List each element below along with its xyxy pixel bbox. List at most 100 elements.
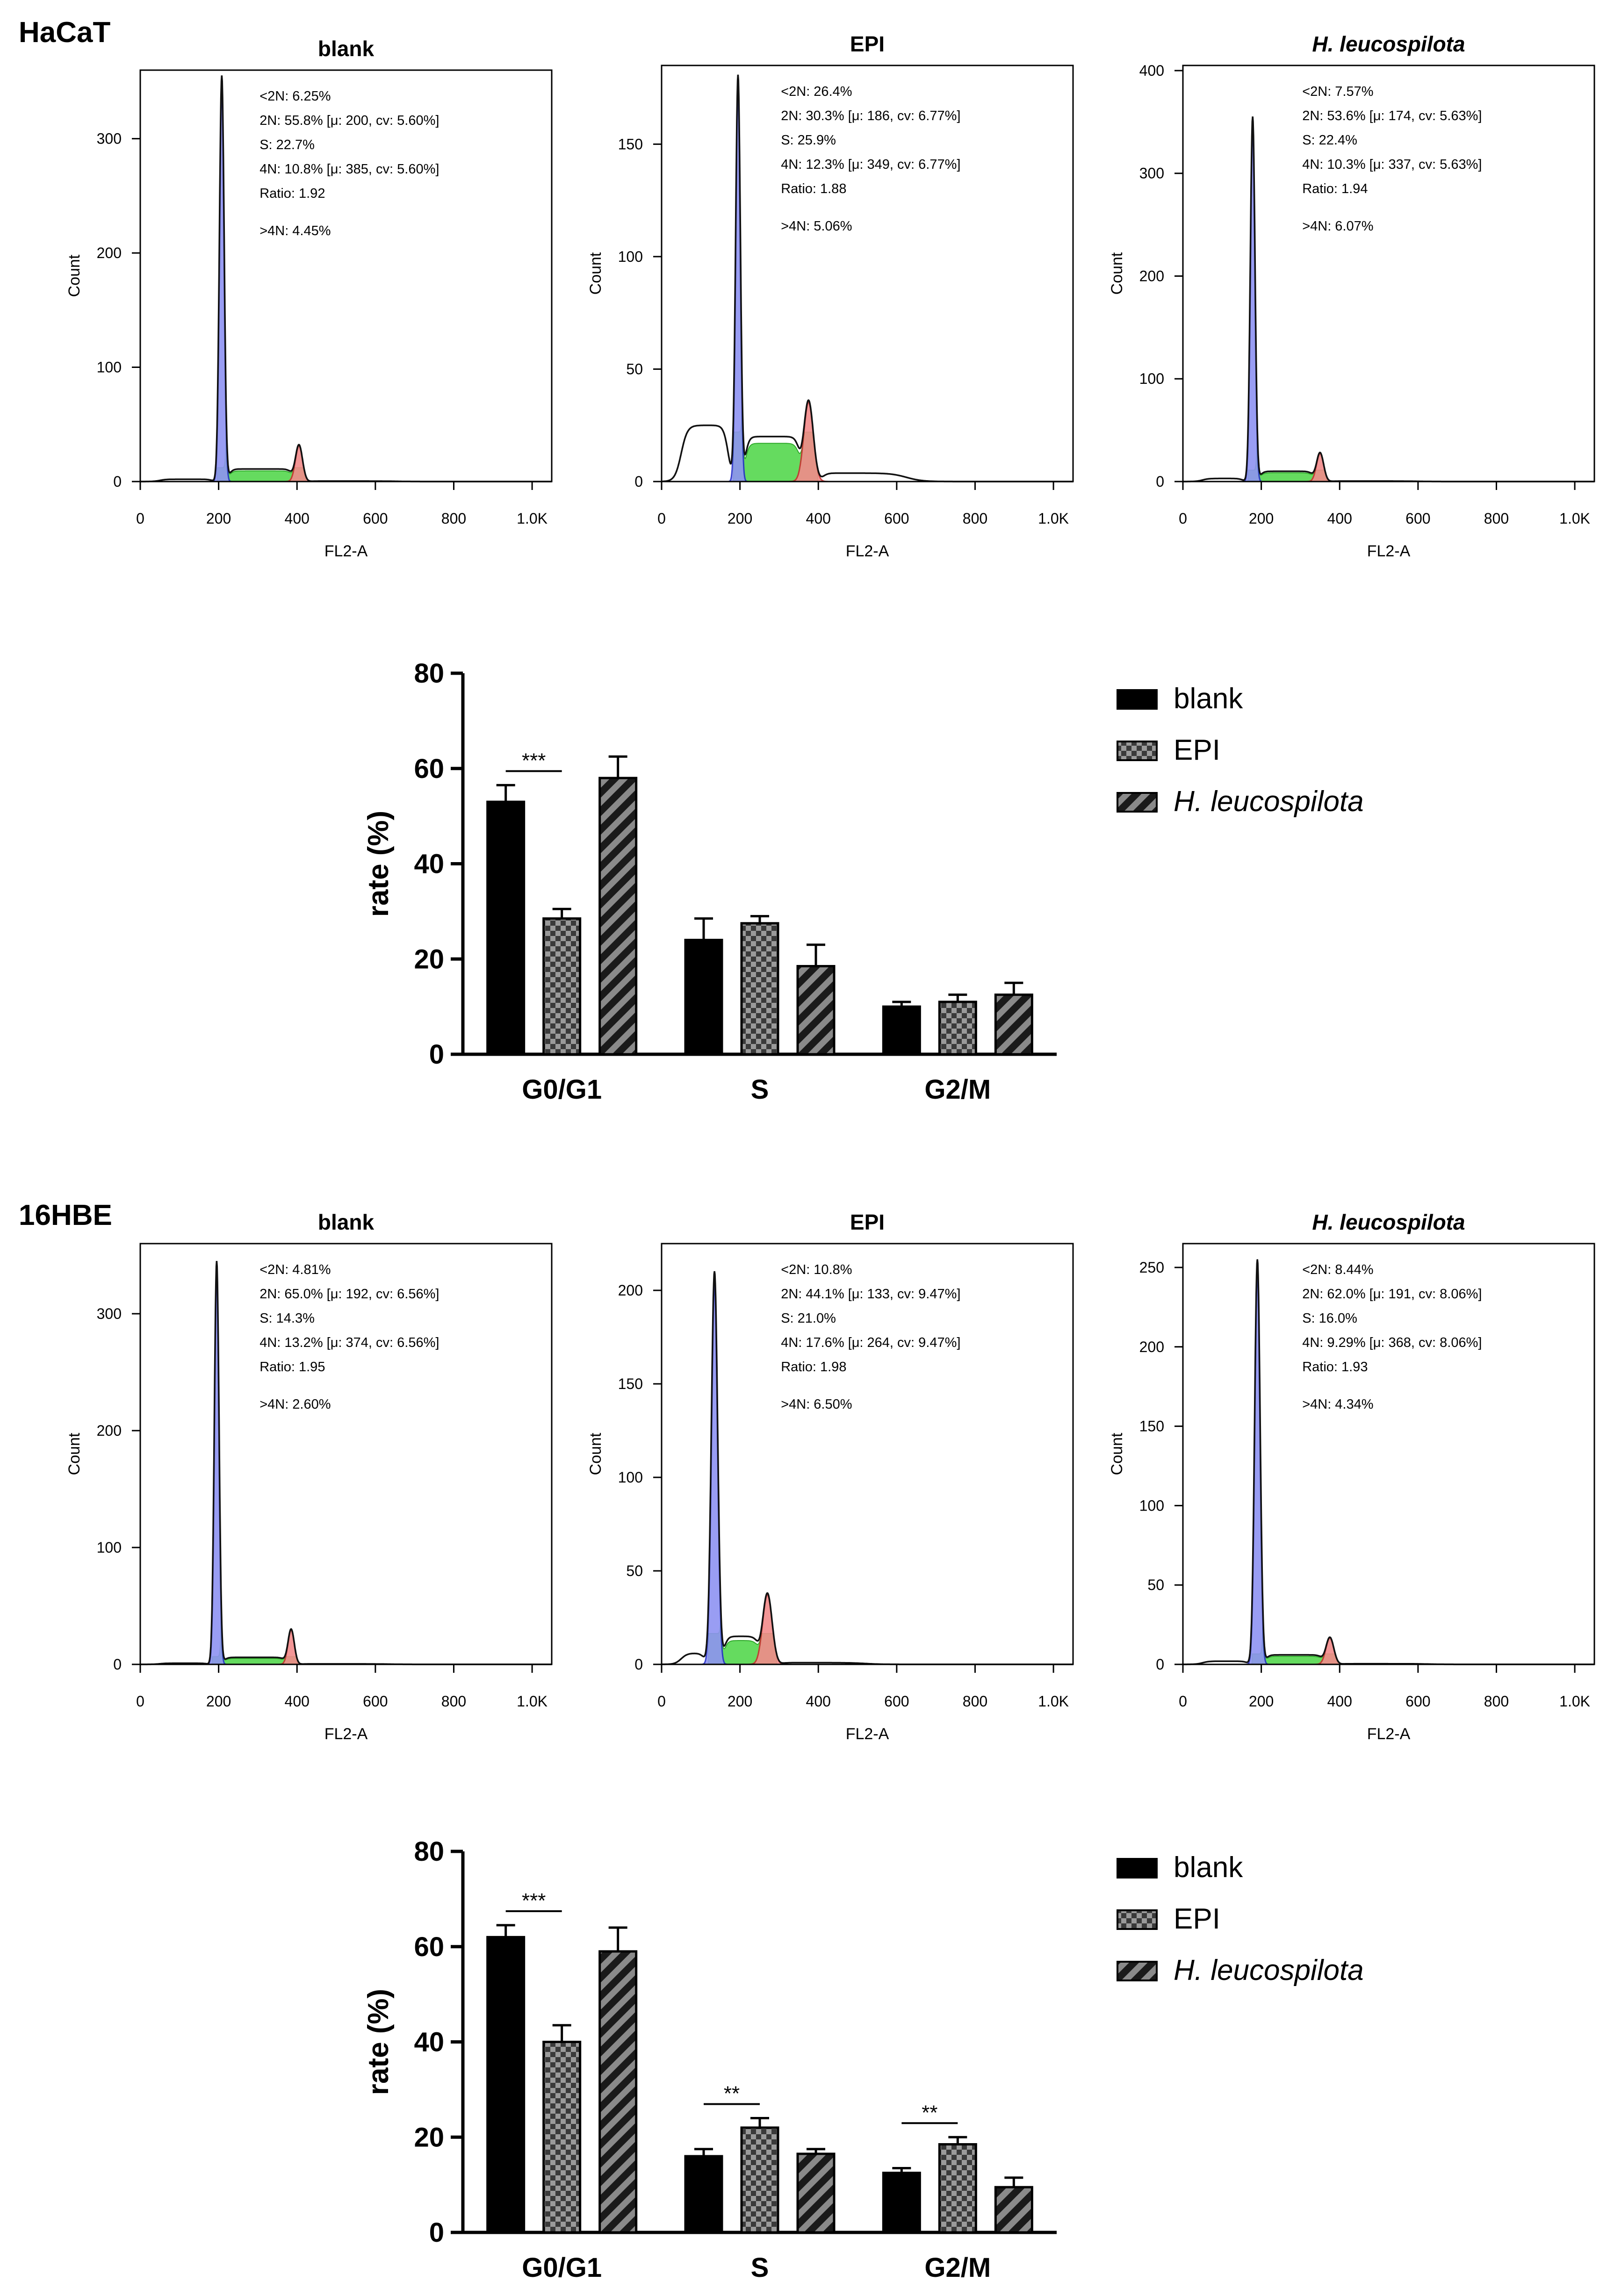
y-tick-label: 300 <box>97 130 122 147</box>
bar-h-leucospilota <box>598 1950 638 2234</box>
y-tick-label: 400 <box>1139 62 1164 79</box>
y-tick-label: 150 <box>1139 1418 1164 1435</box>
y-axis-label: Count <box>65 254 83 297</box>
plot-frame <box>1182 65 1595 482</box>
significance-label: ** <box>922 2101 937 2124</box>
y-tick-label: 150 <box>618 1375 643 1392</box>
histogram-panel: H. leucospilota 0 200 400 600 800 1.0K FL2-A 0 10… <box>1108 32 1595 560</box>
bar-h-leucospilota <box>598 777 638 1056</box>
histogram-panel: blank 0 200 400 600 800 1.0K FL2-A 0 100 200 300 Cou… <box>65 36 553 560</box>
y-tick-label: 50 <box>1147 1576 1164 1593</box>
y-axis-label: rate (%) <box>362 811 395 917</box>
x-tick-label: 600 <box>363 510 388 527</box>
stat-line: 2N: 53.6% [μ: 174, cv: 5.63%] <box>1302 108 1482 123</box>
stat-line: <2N: 7.57% <box>1302 84 1373 99</box>
legend-label: H. leucospilota <box>1174 1954 1364 1987</box>
g1-peak-area <box>206 1273 227 1665</box>
significance-label: *** <box>522 749 546 772</box>
histogram-title: EPI <box>850 32 885 56</box>
stat-line: <2N: 8.44% <box>1302 1262 1373 1277</box>
stat-line: 4N: 10.8% [μ: 385, cv: 5.60%] <box>259 162 439 177</box>
legend-label: blank <box>1174 683 1243 715</box>
plot-frame <box>1182 1243 1595 1665</box>
y-axis-label: Count <box>587 252 605 295</box>
y-tick-label: 0 <box>634 1656 643 1673</box>
x-tick-label: 400 <box>285 1693 310 1710</box>
x-tick-label: 200 <box>206 1693 231 1710</box>
plot-frame <box>661 65 1074 482</box>
x-tick-label: 200 <box>728 510 752 527</box>
y-tick-label: 20 <box>414 944 444 974</box>
significance-label: ** <box>724 2082 740 2105</box>
x-tick-label: 0 <box>657 1693 666 1710</box>
stat-line: S: 25.9% <box>781 133 836 148</box>
bar-blank <box>486 1936 526 2234</box>
y-tick-label: 60 <box>414 1932 444 1962</box>
y-tick-label: 100 <box>618 1469 643 1486</box>
g2-peak-area <box>788 401 829 482</box>
histogram-curve <box>140 75 552 482</box>
stat-line: 2N: 65.0% [μ: 192, cv: 6.56%] <box>259 1287 439 1302</box>
bar-chart: 0 20 40 60 80 rate (%) G0/G1 S G2/M *** blank EPI H.… <box>362 658 1364 1105</box>
y-tick-label: 20 <box>414 2122 444 2152</box>
x-tick-label: 400 <box>806 510 831 527</box>
stat-line: <2N: 26.4% <box>781 84 852 99</box>
legend-swatch <box>1117 1909 1158 1930</box>
bar-epi <box>938 2143 977 2234</box>
histogram-title: blank <box>318 36 375 61</box>
x-tick-label: 0 <box>1179 1693 1187 1710</box>
y-tick-label: 0 <box>113 473 122 490</box>
bar-epi <box>542 2041 582 2234</box>
legend-swatch <box>1117 1858 1158 1879</box>
x-tick-label: 800 <box>1484 510 1509 527</box>
category-label: S <box>751 2253 769 2283</box>
x-tick-label: 1.0K <box>1559 1693 1590 1710</box>
y-tick-label: 100 <box>1139 1497 1164 1514</box>
stat-line: 4N: 13.2% [μ: 374, cv: 6.56%] <box>259 1335 439 1350</box>
bar-h-leucospilota <box>994 2186 1033 2234</box>
plot-frame <box>661 1243 1074 1665</box>
y-tick-label: 100 <box>1139 370 1164 387</box>
stat-line: >4N: 2.60% <box>259 1397 331 1412</box>
y-tick-label: 50 <box>626 1562 643 1579</box>
legend-label: EPI <box>1174 1903 1220 1935</box>
legend-label: H. leucospilota <box>1174 785 1364 818</box>
bar-blank <box>684 939 723 1056</box>
y-tick-label: 300 <box>1139 165 1164 182</box>
bar-blank <box>882 1005 921 1056</box>
y-axis-label: Count <box>1108 1432 1126 1475</box>
y-tick-label: 200 <box>97 245 122 261</box>
legend-swatch <box>1117 689 1158 710</box>
category-label: G0/G1 <box>522 2253 602 2283</box>
y-tick-label: 300 <box>97 1305 122 1322</box>
histogram-title: H. leucospilota <box>1312 1210 1465 1234</box>
stat-line: >4N: 4.34% <box>1302 1397 1373 1412</box>
g1-peak-area <box>1242 128 1263 482</box>
x-tick-label: 600 <box>884 510 909 527</box>
stat-line: S: 22.4% <box>1302 133 1357 148</box>
y-tick-label: 0 <box>429 1039 444 1070</box>
x-axis-label: FL2-A <box>1367 542 1411 560</box>
histogram-panel: H. leucospilota 0 200 400 600 800 1.0K FL2-A 0 50… <box>1108 1210 1595 1743</box>
x-tick-label: 600 <box>1405 1693 1430 1710</box>
stat-line: 4N: 12.3% [μ: 349, cv: 6.77%] <box>781 157 960 172</box>
y-tick-label: 150 <box>618 136 643 152</box>
y-tick-label: 0 <box>429 2217 444 2248</box>
section-label-16hbe: 16HBE <box>19 1199 112 1231</box>
histogram-curve <box>1183 1259 1594 1665</box>
stat-line: 2N: 55.8% [μ: 200, cv: 5.60%] <box>259 113 439 128</box>
stat-line: 2N: 30.3% [μ: 186, cv: 6.77%] <box>781 108 960 123</box>
x-tick-label: 1.0K <box>1038 1693 1069 1710</box>
bar-epi <box>938 1000 977 1056</box>
bar-epi <box>740 922 779 1056</box>
x-tick-label: 1.0K <box>517 1693 548 1710</box>
stat-line: 4N: 10.3% [μ: 337, cv: 5.63%] <box>1302 157 1482 172</box>
x-tick-label: 600 <box>363 1693 388 1710</box>
stat-line: >4N: 4.45% <box>259 223 331 238</box>
x-axis-label: FL2-A <box>324 1725 368 1743</box>
y-tick-label: 0 <box>1156 1656 1164 1673</box>
x-tick-label: 800 <box>441 1693 466 1710</box>
x-tick-label: 400 <box>1327 510 1352 527</box>
